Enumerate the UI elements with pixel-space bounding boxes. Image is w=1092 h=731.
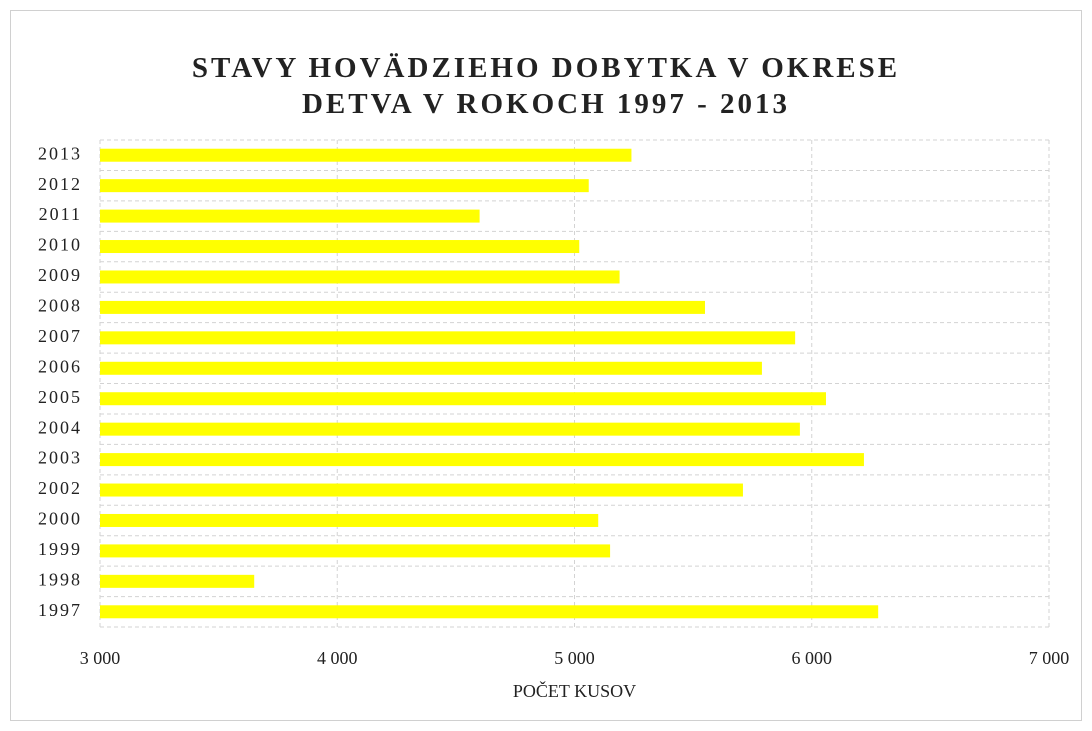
x-tick-label: 7 000	[1029, 648, 1070, 668]
bar	[100, 574, 255, 588]
y-tick-label: 2002	[38, 478, 82, 498]
bar	[100, 544, 611, 558]
y-tick-label: 2006	[38, 356, 82, 376]
bar	[100, 331, 796, 345]
bar	[100, 513, 599, 527]
y-tick-label: 2009	[38, 265, 82, 285]
bar	[100, 209, 480, 223]
bar	[100, 605, 879, 619]
bar	[100, 453, 864, 467]
chart-title: STAVY HOVÄDZIEHO DOBYTKA V OKRESE DETVA …	[191, 52, 901, 120]
bar	[100, 361, 762, 375]
bar	[100, 148, 632, 162]
chart-border	[10, 10, 1082, 721]
y-tick-label: 2012	[38, 174, 82, 194]
bar	[100, 483, 743, 497]
y-tick-label: 1999	[38, 539, 82, 559]
y-tick-label: 2008	[38, 296, 82, 316]
x-tick-label: 3 000	[80, 648, 121, 668]
x-tick-label: 6 000	[792, 648, 833, 668]
y-tick-label: 2011	[39, 204, 82, 224]
y-tick-label: 2010	[38, 235, 82, 255]
y-tick-label: 2003	[38, 448, 82, 468]
x-tick-label: 5 000	[554, 648, 595, 668]
bar	[100, 392, 826, 406]
y-tick-label: 2007	[38, 326, 82, 346]
y-tick-label: 1997	[38, 600, 82, 620]
x-tick-label: 4 000	[317, 648, 358, 668]
y-tick-label: 2005	[38, 387, 82, 407]
y-tick-label: 2004	[38, 417, 82, 437]
x-axis-title: POČET KUSOV	[513, 680, 636, 701]
bar	[100, 179, 589, 193]
y-tick-label: 2013	[38, 143, 82, 163]
bar	[100, 300, 705, 314]
y-tick-label: 1998	[38, 569, 82, 589]
bar	[100, 422, 800, 436]
bar	[100, 240, 580, 254]
bar	[100, 270, 620, 284]
y-tick-label: 2000	[38, 509, 82, 529]
